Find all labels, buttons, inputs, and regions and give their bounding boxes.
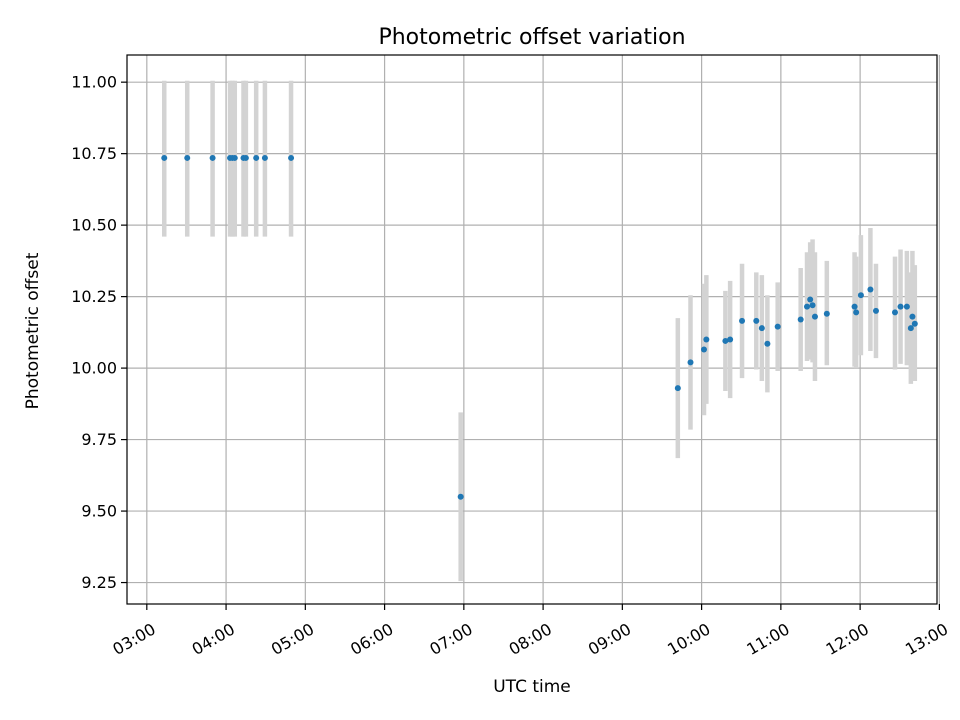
data-point	[457, 493, 464, 500]
data-point	[891, 309, 898, 316]
data-point	[209, 154, 216, 161]
data-point	[764, 340, 771, 347]
data-point	[853, 309, 860, 316]
data-point	[867, 286, 874, 293]
data-point	[739, 317, 746, 324]
data-points	[161, 154, 918, 500]
data-point	[897, 303, 904, 310]
x-tick-label: 08:00	[506, 619, 555, 659]
y-tick-label: 9.75	[81, 430, 117, 449]
data-point	[253, 154, 260, 161]
data-point	[261, 154, 268, 161]
y-tick-label: 10.50	[71, 216, 117, 235]
data-point	[823, 310, 830, 317]
x-axis-label: UTC time	[493, 677, 571, 697]
y-axis-ticks: 9.25 9.50 9.75 10.00 10.25 10.50 10.75 11.00	[71, 73, 127, 592]
data-point	[804, 303, 811, 310]
data-point	[758, 325, 765, 332]
data-point	[231, 154, 238, 161]
data-point	[674, 385, 681, 392]
x-tick-label: 13:00	[902, 619, 951, 659]
data-point	[242, 154, 249, 161]
data-point	[851, 303, 858, 310]
data-point	[727, 336, 734, 343]
x-tick-label: 10:00	[664, 619, 713, 659]
y-axis-label: Photometric offset	[23, 252, 43, 409]
grid	[127, 55, 940, 604]
data-point	[288, 154, 295, 161]
y-tick-label: 11.00	[71, 73, 117, 92]
data-point	[753, 317, 760, 324]
data-point	[161, 154, 168, 161]
y-tick-label: 9.50	[81, 502, 117, 521]
error-bars	[162, 80, 918, 582]
data-point	[807, 296, 814, 303]
x-tick-label: 11:00	[743, 619, 792, 659]
data-point	[857, 292, 864, 299]
data-point	[911, 320, 918, 327]
data-point	[774, 323, 781, 330]
data-point	[700, 346, 707, 353]
x-tick-label: 12:00	[823, 619, 872, 659]
data-point	[797, 316, 804, 323]
data-point	[703, 336, 710, 343]
y-tick-label: 10.75	[71, 144, 117, 163]
data-point	[809, 302, 816, 309]
x-tick-label: 06:00	[347, 619, 396, 659]
plot-frame	[126, 54, 938, 605]
y-tick-label: 10.00	[71, 359, 117, 378]
data-point	[811, 313, 818, 320]
x-tick-label: 05:00	[268, 619, 317, 659]
y-tick-label: 10.25	[71, 287, 117, 306]
x-tick-label: 09:00	[585, 619, 634, 659]
x-tick-label: 04:00	[189, 619, 238, 659]
x-tick-label: 07:00	[426, 619, 475, 659]
data-point	[722, 337, 729, 344]
y-tick-label: 9.25	[81, 573, 117, 592]
data-point	[184, 154, 191, 161]
chart-title: Photometric offset variation	[378, 25, 685, 50]
data-point	[907, 325, 914, 332]
x-tick-label: 03:00	[109, 619, 158, 659]
data-point	[909, 313, 916, 320]
data-point	[687, 359, 694, 366]
data-point	[903, 303, 910, 310]
x-axis-ticks: 03:00 04:00 05:00 06:00 07:00 08:00 09:00 10:00…	[109, 604, 951, 659]
data-point	[872, 307, 879, 314]
